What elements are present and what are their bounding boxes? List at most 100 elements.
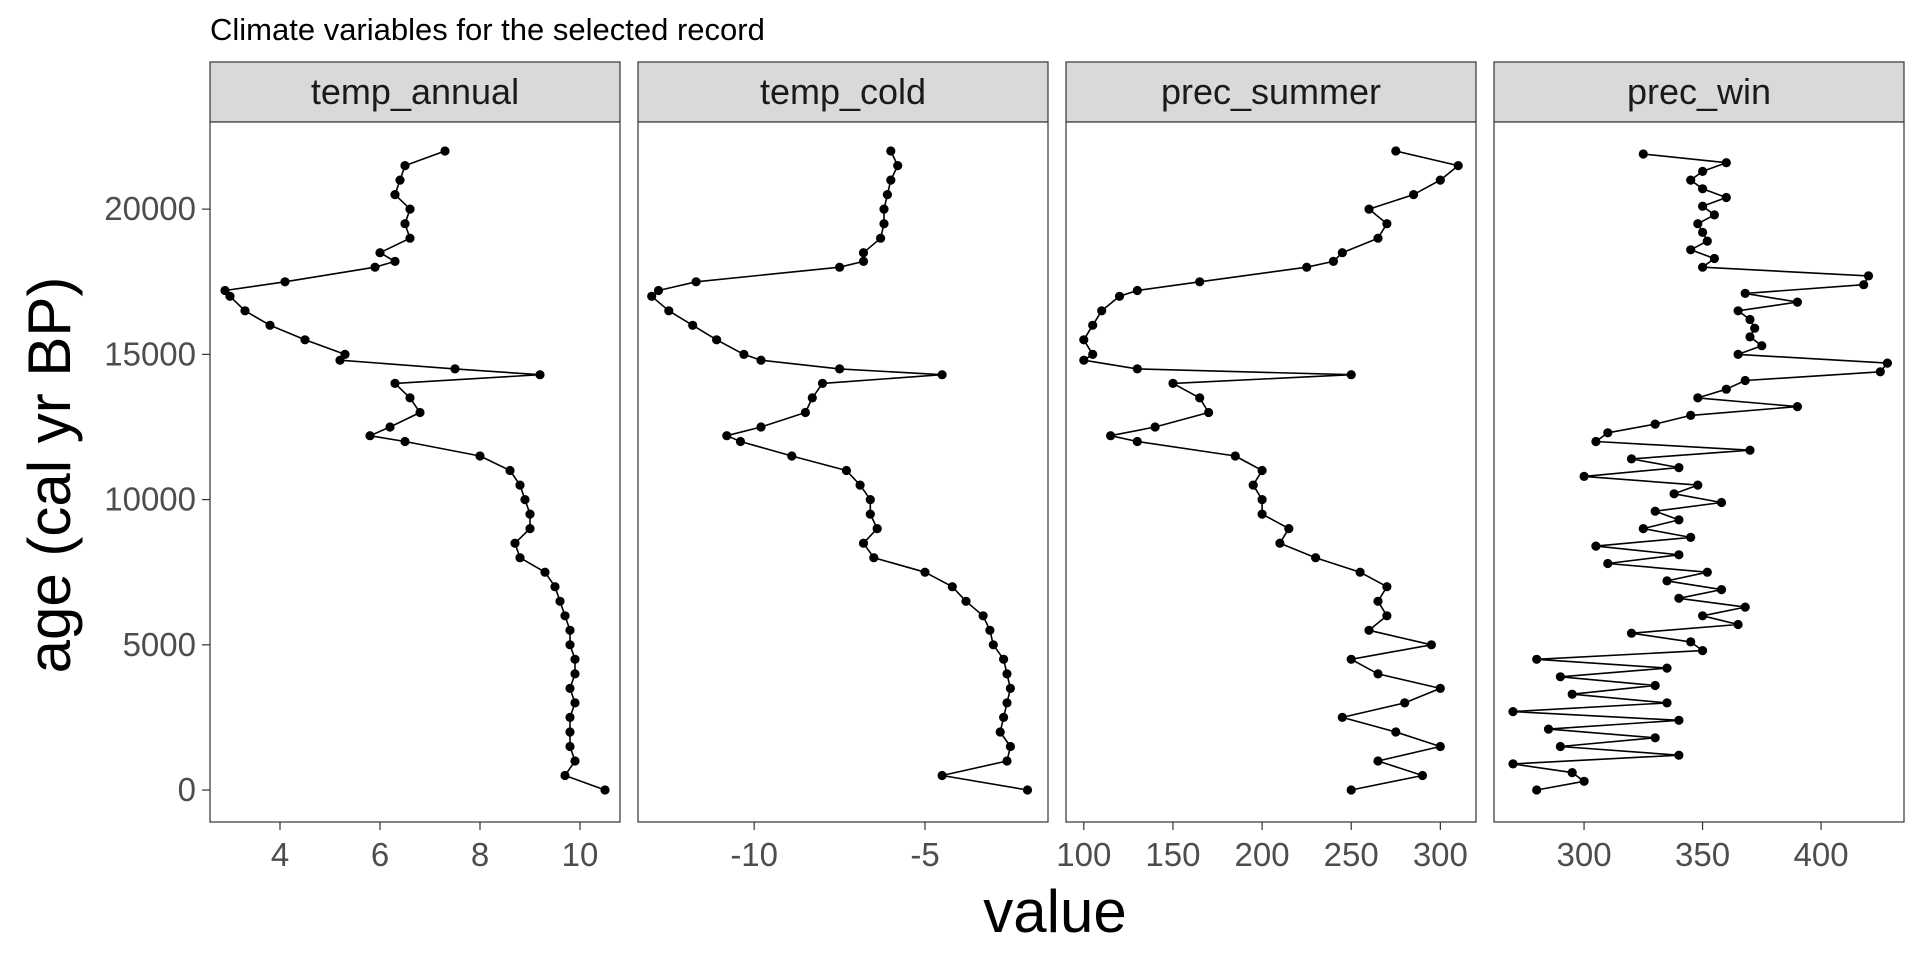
data-point — [817, 378, 828, 388]
data-point — [1079, 355, 1089, 365]
facet-panel-temp_cold: temp_cold -10 -5 — [637, 61, 1049, 873]
data-point — [985, 625, 995, 635]
data-point — [375, 248, 385, 258]
facet-strip-label: prec_win — [1627, 71, 1771, 112]
facet-strip — [209, 61, 621, 123]
data-point — [858, 248, 869, 258]
data-point — [1674, 463, 1684, 473]
data-point — [835, 364, 845, 374]
data-point — [440, 146, 450, 156]
data-point — [1532, 654, 1542, 664]
data-point — [1567, 689, 1577, 699]
data-point — [525, 509, 535, 519]
data-point — [1204, 407, 1214, 418]
facet-strip-label: temp_annual — [311, 71, 519, 112]
data-point — [1337, 712, 1347, 723]
data-point — [515, 553, 525, 563]
data-point — [560, 611, 570, 621]
panel-area — [209, 121, 621, 823]
data-point — [1417, 770, 1428, 781]
facet-strip-label: temp_cold — [760, 71, 926, 112]
data-points — [1508, 149, 1892, 795]
y-tick-label: 20000 — [104, 190, 196, 227]
data-point — [1284, 524, 1294, 534]
data-point — [1698, 184, 1708, 194]
data-point — [841, 465, 852, 476]
data-point — [1702, 236, 1712, 246]
data-point — [1686, 637, 1696, 647]
data-point — [835, 262, 845, 272]
data-point — [1426, 640, 1436, 650]
data-point — [1543, 724, 1554, 734]
y-tick-label: 5000 — [123, 626, 196, 663]
data-point — [1097, 306, 1107, 316]
data-point — [855, 480, 865, 490]
facet-panels: temp_annual 4 6 8 10 temp_cold -10 -5 prec_summe… — [209, 61, 1905, 873]
data-point — [688, 320, 698, 330]
data-point — [712, 335, 722, 345]
data-point — [570, 654, 580, 664]
data-point — [1302, 262, 1312, 272]
data-point — [540, 567, 550, 577]
facet-strip-label: prec_summer — [1161, 71, 1381, 112]
data-point — [1132, 436, 1142, 447]
data-point — [365, 431, 375, 441]
data-point — [550, 582, 560, 592]
data-point — [800, 407, 811, 418]
data-point — [872, 524, 882, 534]
data-point — [390, 378, 400, 388]
data-point — [886, 146, 896, 156]
panel-area — [1493, 121, 1905, 823]
data-point — [450, 364, 460, 374]
data-point — [1195, 277, 1205, 287]
data-point — [865, 495, 875, 505]
data-point — [1002, 756, 1012, 766]
data-point — [1532, 785, 1542, 795]
data-point — [1721, 384, 1731, 394]
data-point — [1698, 262, 1708, 272]
data-point — [1337, 248, 1347, 258]
data-point — [787, 451, 797, 461]
data-point — [1391, 727, 1401, 737]
data-point — [1745, 314, 1755, 325]
x-tick-label: 350 — [1675, 836, 1730, 873]
chart-title: Climate variables for the selected recor… — [210, 12, 765, 47]
data-point — [1002, 698, 1012, 708]
data-point — [1686, 532, 1696, 543]
data-point — [415, 407, 425, 418]
data-point — [1698, 611, 1708, 621]
data-point — [858, 256, 869, 266]
data-point — [1716, 497, 1727, 508]
x-tick-label: 200 — [1235, 836, 1290, 873]
data-point — [1626, 454, 1637, 464]
data-point — [1859, 280, 1869, 290]
data-point — [1382, 219, 1392, 229]
data-point — [1740, 375, 1750, 386]
data-point — [879, 219, 889, 229]
data-point — [1709, 210, 1719, 220]
data-point — [475, 451, 485, 461]
data-point — [1230, 451, 1240, 461]
data-point — [1792, 402, 1802, 412]
data-point — [1686, 245, 1696, 255]
facet-strip — [1065, 61, 1477, 123]
data-point — [1579, 776, 1589, 786]
data-point — [1650, 680, 1660, 691]
data-point — [1733, 349, 1743, 359]
data-point — [1355, 567, 1365, 577]
data-point — [1132, 285, 1142, 296]
data-point — [1088, 349, 1098, 359]
data-point — [1693, 219, 1703, 229]
facet-strip — [637, 61, 1049, 123]
data-point — [510, 538, 520, 548]
data-point — [515, 480, 525, 490]
data-point — [405, 204, 415, 214]
data-point — [1275, 538, 1285, 548]
data-point — [691, 277, 701, 287]
data-point — [565, 640, 575, 650]
data-point — [1745, 445, 1755, 455]
data-point — [1733, 306, 1743, 316]
data-point — [565, 712, 575, 723]
data-point — [565, 741, 575, 752]
data-point — [505, 465, 515, 476]
